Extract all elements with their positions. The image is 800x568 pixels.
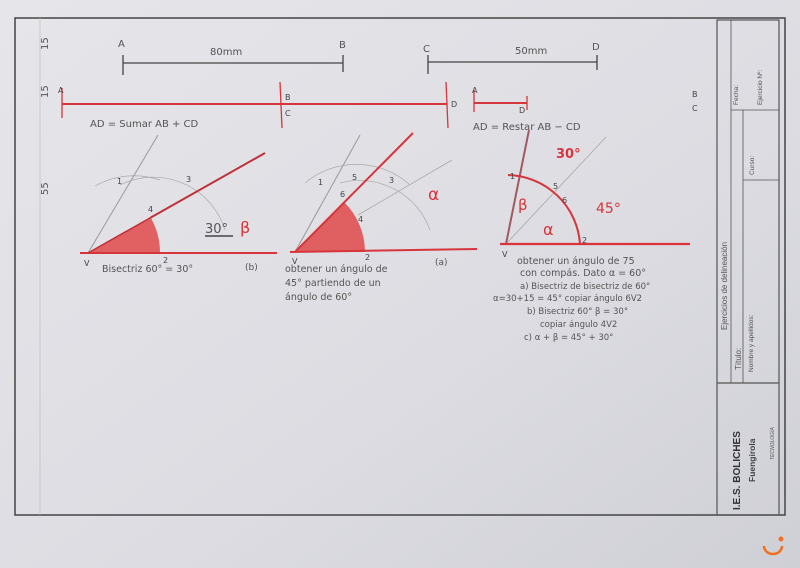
ab-length: 80mm bbox=[210, 47, 242, 58]
sum-point-b: B bbox=[285, 93, 291, 102]
note-7: c) α + β = 45° + 30° bbox=[524, 333, 613, 343]
point-a: A bbox=[118, 39, 125, 50]
school-city: Fuengirola bbox=[747, 438, 757, 482]
angle-a-point-3: 3 bbox=[389, 176, 394, 185]
angle-a-point-6: 6 bbox=[340, 190, 345, 199]
angle-75-beta: β bbox=[518, 196, 528, 214]
angle-b-point-1: 1 bbox=[117, 177, 122, 186]
point-c: C bbox=[423, 44, 430, 55]
school-name: I.E.S. BOLICHES bbox=[732, 431, 743, 510]
angle-75-construction bbox=[500, 129, 690, 246]
angle-a-caption-3: ángulo de 60° bbox=[285, 292, 352, 303]
angle-b-point-4: 4 bbox=[148, 205, 153, 214]
angle-b-value: 30° bbox=[205, 222, 228, 237]
angle-75-top-label: 30° bbox=[556, 147, 581, 162]
angle-a-point-2: 2 bbox=[365, 253, 370, 262]
cd-length: 50mm bbox=[515, 46, 547, 57]
angle-b-tag: (b) bbox=[245, 263, 258, 273]
note-2: con compás. Dato α = 60° bbox=[520, 268, 646, 279]
edge-c: C bbox=[692, 104, 698, 113]
note-1: obtener un ángulo de 75 bbox=[517, 256, 635, 267]
given-segments bbox=[122, 55, 598, 75]
margin-dim-2: 15 bbox=[40, 85, 51, 98]
watermark-logo bbox=[762, 536, 784, 556]
point-d: D bbox=[592, 42, 600, 53]
angle-75-alpha: α bbox=[543, 220, 554, 239]
diff-segment bbox=[473, 90, 528, 112]
diff-point-d: D bbox=[519, 106, 525, 115]
angle-75-vertex: V bbox=[502, 250, 508, 259]
angle-a-vertex: V bbox=[292, 257, 298, 266]
edge-b: B bbox=[692, 90, 698, 99]
note-4: α=30+15 = 45° copiar ángulo 6V2 bbox=[493, 294, 642, 304]
title-value: Ejercicios de delineación bbox=[720, 242, 729, 330]
course-label: Curso: bbox=[749, 156, 756, 175]
angle-b-point-2: 2 bbox=[163, 256, 168, 265]
angle-b-vertex: V bbox=[84, 259, 90, 268]
note-5: b) Bisectriz 60° β = 30° bbox=[527, 307, 628, 317]
angle-b-point-3: 3 bbox=[186, 175, 191, 184]
angle-a-point-4: 4 bbox=[358, 215, 363, 224]
exercise-label: Ejercicio Nº: bbox=[757, 70, 764, 105]
title-block bbox=[716, 19, 780, 516]
point-b: B bbox=[339, 40, 346, 51]
segment-labels: A B C D 80mm 50mm bbox=[118, 39, 600, 58]
note-3: a) Bisectriz de bisectriz de 60° bbox=[520, 282, 650, 292]
angle-b-labels: 1 3 4 2 V 30° β Bisectriz 60° = 30° (b) bbox=[84, 175, 258, 275]
sum-formula: AD = Sumar AB + CD bbox=[90, 119, 199, 130]
angle-a-tag: (a) bbox=[435, 258, 448, 268]
title-label: Título: bbox=[734, 348, 743, 370]
angle-b-construction bbox=[80, 134, 277, 254]
sum-diff-labels: A B C D A D AD = Sumar AB + CD AD = Rest… bbox=[58, 86, 698, 133]
angle-a-symbol: α bbox=[428, 185, 439, 205]
angle-75-right-label: 45° bbox=[596, 201, 621, 217]
sum-segment bbox=[61, 81, 449, 129]
angle-b-caption: Bisectriz 60° = 30° bbox=[102, 264, 193, 275]
angle-75-point-5: 5 bbox=[553, 182, 558, 191]
angle-a-point-1: 1 bbox=[318, 178, 323, 187]
note-6: copiar ángulo 4V2 bbox=[540, 320, 617, 330]
margin-dim-3: 55 bbox=[40, 182, 51, 195]
sum-point-a: A bbox=[58, 86, 64, 95]
margin-dim-1: 15 bbox=[40, 37, 51, 50]
angle-a-caption-1: obtener un ángulo de bbox=[285, 264, 388, 275]
angle-b-symbol: β bbox=[240, 218, 250, 237]
title-block-text: I.E.S. BOLICHES Fuengirola TECNOLOGÍA Tí… bbox=[720, 70, 776, 510]
diff-point-a: A bbox=[472, 86, 478, 95]
diff-formula: AD = Restar AB − CD bbox=[473, 122, 581, 133]
angle-75-labels: 1 5 6 2 V 30° β α 45° obtener un ángulo … bbox=[493, 147, 650, 343]
date-label: Fecha: bbox=[733, 85, 740, 105]
angle-a-point-5: 5 bbox=[352, 173, 357, 182]
sheet-frame bbox=[14, 17, 786, 516]
angle-a-construction bbox=[289, 132, 478, 253]
angle-75-point-1: 1 bbox=[510, 172, 515, 181]
angle-a-labels: 1 5 3 6 4 2 V α obtener un ángulo de 45°… bbox=[285, 173, 448, 303]
margin-dimensions: 15 15 55 bbox=[40, 37, 51, 195]
name-label: Nombre y apellidos: bbox=[748, 314, 755, 372]
angle-75-point-2: 2 bbox=[582, 236, 587, 245]
sum-point-d: D bbox=[451, 100, 457, 109]
sum-point-c: C bbox=[285, 109, 291, 118]
department: TECNOLOGÍA bbox=[769, 427, 776, 460]
angle-75-point-6: 6 bbox=[562, 196, 567, 205]
angle-a-caption-2: 45° partiendo de un bbox=[285, 278, 381, 289]
